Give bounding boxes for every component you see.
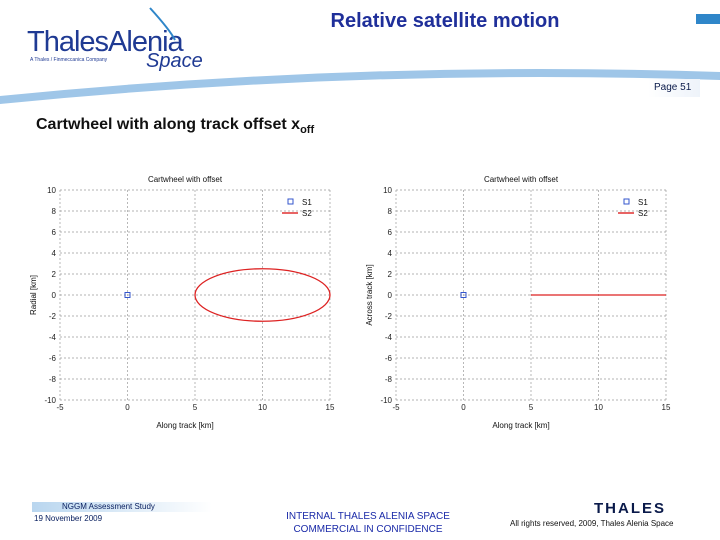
x-tick-label: 5: [529, 403, 534, 412]
y-tick-label: -2: [385, 312, 393, 321]
y-tick-label: -4: [385, 333, 393, 342]
y-tick-label: -2: [49, 312, 57, 321]
y-tick-label: -4: [49, 333, 57, 342]
slide-title: Relative satellite motion: [330, 10, 560, 32]
logo-tagline: A Thales / Finmeccanica Company: [30, 57, 108, 63]
legend-swatch-s1: [623, 198, 630, 205]
x-tick-label: -5: [392, 403, 400, 412]
thales-logo: THALES: [594, 500, 666, 517]
chart-across-track: -5 0 5 10 15 -10 -8 -6 -4 -2 0 2 4 6 8 10 Cartwheel with…: [346, 160, 676, 440]
data-point-s1: [124, 292, 131, 298]
thales-alenia-space-logo: ThalesAlenia A Thales / Finmeccanica Com…: [24, 14, 204, 78]
footer-confidentiality: INTERNAL THALES ALENIA SPACE COMMERCIAL …: [268, 510, 468, 536]
x-axis-label: Along track [km]: [492, 421, 549, 430]
legend-label: S1: [302, 198, 312, 207]
y-tick-label: 2: [52, 270, 57, 279]
y-tick-label: 2: [388, 270, 393, 279]
subtitle-text: Cartwheel with along track offset x: [36, 116, 301, 133]
legend-label: S2: [302, 209, 312, 218]
y-tick-label: 4: [388, 249, 393, 258]
header-swoosh: [0, 7, 720, 104]
y-tick-label: 8: [52, 207, 57, 216]
footer-date: 19 November 2009: [34, 514, 103, 523]
x-axis-label: Along track [km]: [156, 421, 213, 430]
x-tick-label: 15: [326, 403, 335, 412]
chart-svg: -5 0 5 10 15 -10 -8 -6 -4 -2 0 2 4 6 8 10 Cartwheel with…: [365, 175, 671, 430]
data-point-s1: [460, 292, 467, 298]
y-tick-label: 0: [52, 291, 57, 300]
footer-rights: All rights reserved, 2009, Thales Alenia…: [510, 519, 674, 528]
y-tick-label: 6: [388, 228, 393, 237]
corner-accent: [696, 14, 720, 24]
slide-subtitle: Cartwheel with along track offset xoff: [36, 116, 314, 136]
y-tick-label: 4: [52, 249, 57, 258]
y-tick-label: 10: [383, 186, 392, 195]
chart-radial: -5 0 5 10 15 -10 -8 -6 -4 -2 0 2 4 6 8 10 Cartwheel with…: [10, 160, 340, 440]
y-tick-label: 8: [388, 207, 393, 216]
x-tick-label: 0: [461, 403, 466, 412]
y-tick-label: -6: [385, 354, 393, 363]
legend-label: S2: [638, 209, 648, 218]
y-axis-label: Radial [km]: [29, 275, 38, 315]
chart-title: Cartwheel with offset: [148, 175, 223, 184]
y-tick-label: -8: [49, 375, 57, 384]
legend-swatch-s1: [287, 198, 294, 205]
footer-study-label: NGGM Assessment Study: [32, 502, 212, 512]
logo-wordmark: ThalesAlenia: [27, 26, 184, 58]
page-number: Page 51: [648, 79, 700, 97]
y-tick-label: -10: [44, 396, 56, 405]
y-tick-label: -10: [380, 396, 392, 405]
x-tick-label: 5: [193, 403, 198, 412]
footer-internal-line1: INTERNAL THALES ALENIA SPACE: [286, 511, 450, 522]
y-tick-label: -6: [49, 354, 57, 363]
y-tick-label: 10: [47, 186, 56, 195]
footer-internal-line2: COMMERCIAL IN CONFIDENCE: [293, 524, 443, 535]
x-tick-label: 10: [258, 403, 267, 412]
y-tick-label: -8: [385, 375, 393, 384]
y-axis-label: Across track [km]: [365, 264, 374, 325]
data-ellipse-s2: [194, 268, 331, 322]
subtitle-subscript: off: [300, 124, 315, 137]
x-tick-label: 0: [125, 403, 130, 412]
x-tick-label: 15: [662, 403, 671, 412]
y-tick-label: 6: [52, 228, 57, 237]
x-tick-label: -5: [56, 403, 64, 412]
legend-label: S1: [638, 198, 648, 207]
logo-space-word: Space: [146, 50, 203, 72]
chart-title: Cartwheel with offset: [484, 175, 559, 184]
y-tick-label: 0: [388, 291, 393, 300]
x-tick-label: 10: [594, 403, 603, 412]
chart-svg: -5 0 5 10 15 -10 -8 -6 -4 -2 0 2 4 6 8 10 Cartwheel with…: [29, 175, 335, 430]
